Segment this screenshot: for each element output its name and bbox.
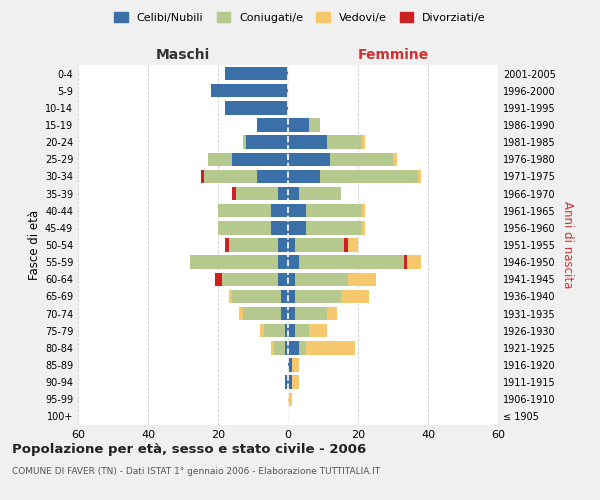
Bar: [277, 238, 288, 252]
Bar: [288, 118, 309, 132]
Bar: [218, 204, 271, 218]
Bar: [218, 221, 271, 234]
Bar: [229, 290, 232, 303]
Bar: [271, 341, 274, 354]
Bar: [235, 187, 277, 200]
Bar: [292, 376, 299, 389]
Bar: [190, 256, 277, 269]
Bar: [274, 341, 284, 354]
Bar: [284, 324, 288, 338]
Bar: [320, 170, 418, 183]
Bar: [309, 324, 326, 338]
Bar: [288, 170, 320, 183]
Bar: [418, 170, 421, 183]
Bar: [288, 187, 299, 200]
Bar: [288, 376, 292, 389]
Bar: [271, 204, 288, 218]
Bar: [347, 238, 358, 252]
Bar: [288, 358, 292, 372]
Bar: [288, 136, 326, 149]
Text: Femmine: Femmine: [358, 48, 428, 62]
Bar: [299, 256, 404, 269]
Bar: [361, 204, 365, 218]
Bar: [288, 152, 330, 166]
Bar: [208, 152, 232, 166]
Bar: [246, 136, 288, 149]
Bar: [288, 324, 295, 338]
Bar: [242, 136, 246, 149]
Bar: [292, 358, 299, 372]
Bar: [260, 324, 263, 338]
Bar: [288, 272, 295, 286]
Bar: [295, 238, 344, 252]
Bar: [281, 290, 288, 303]
Bar: [204, 170, 257, 183]
Bar: [288, 238, 295, 252]
Bar: [393, 152, 397, 166]
Bar: [361, 136, 365, 149]
Bar: [211, 84, 288, 98]
Bar: [225, 67, 288, 80]
Bar: [299, 187, 341, 200]
Bar: [263, 324, 284, 338]
Legend: Celibi/Nubili, Coniugati/e, Vedovi/e, Divorziati/e: Celibi/Nubili, Coniugati/e, Vedovi/e, Di…: [110, 8, 490, 28]
Y-axis label: Fasce di età: Fasce di età: [28, 210, 41, 280]
Text: Popolazione per età, sesso e stato civile - 2006: Popolazione per età, sesso e stato civil…: [12, 442, 366, 456]
Text: Maschi: Maschi: [156, 48, 210, 62]
Bar: [288, 392, 292, 406]
Bar: [257, 170, 288, 183]
Bar: [305, 204, 361, 218]
Bar: [295, 290, 341, 303]
Bar: [200, 170, 204, 183]
Text: COMUNE DI FAVER (TN) - Dati ISTAT 1° gennaio 2006 - Elaborazione TUTTITALIA.IT: COMUNE DI FAVER (TN) - Dati ISTAT 1° gen…: [12, 468, 380, 476]
Bar: [284, 341, 288, 354]
Bar: [305, 221, 361, 234]
Bar: [299, 341, 305, 354]
Bar: [271, 221, 288, 234]
Bar: [295, 272, 347, 286]
Bar: [281, 307, 288, 320]
Bar: [257, 118, 288, 132]
Bar: [407, 256, 421, 269]
Bar: [232, 152, 288, 166]
Bar: [288, 221, 305, 234]
Bar: [326, 136, 361, 149]
Bar: [284, 376, 288, 389]
Bar: [225, 101, 288, 114]
Bar: [347, 272, 376, 286]
Bar: [277, 187, 288, 200]
Bar: [288, 341, 299, 354]
Bar: [288, 290, 295, 303]
Bar: [225, 238, 229, 252]
Bar: [277, 272, 288, 286]
Bar: [295, 324, 309, 338]
Bar: [229, 238, 277, 252]
Bar: [341, 290, 368, 303]
Bar: [295, 307, 326, 320]
Y-axis label: Anni di nascita: Anni di nascita: [561, 202, 574, 288]
Bar: [309, 118, 320, 132]
Bar: [277, 256, 288, 269]
Bar: [288, 204, 305, 218]
Bar: [404, 256, 407, 269]
Bar: [330, 152, 393, 166]
Bar: [288, 307, 295, 320]
Bar: [232, 290, 281, 303]
Bar: [221, 272, 277, 286]
Bar: [232, 187, 235, 200]
Bar: [288, 256, 299, 269]
Bar: [344, 238, 347, 252]
Bar: [326, 307, 337, 320]
Bar: [361, 221, 365, 234]
Bar: [305, 341, 355, 354]
Bar: [239, 307, 242, 320]
Bar: [215, 272, 221, 286]
Bar: [242, 307, 281, 320]
